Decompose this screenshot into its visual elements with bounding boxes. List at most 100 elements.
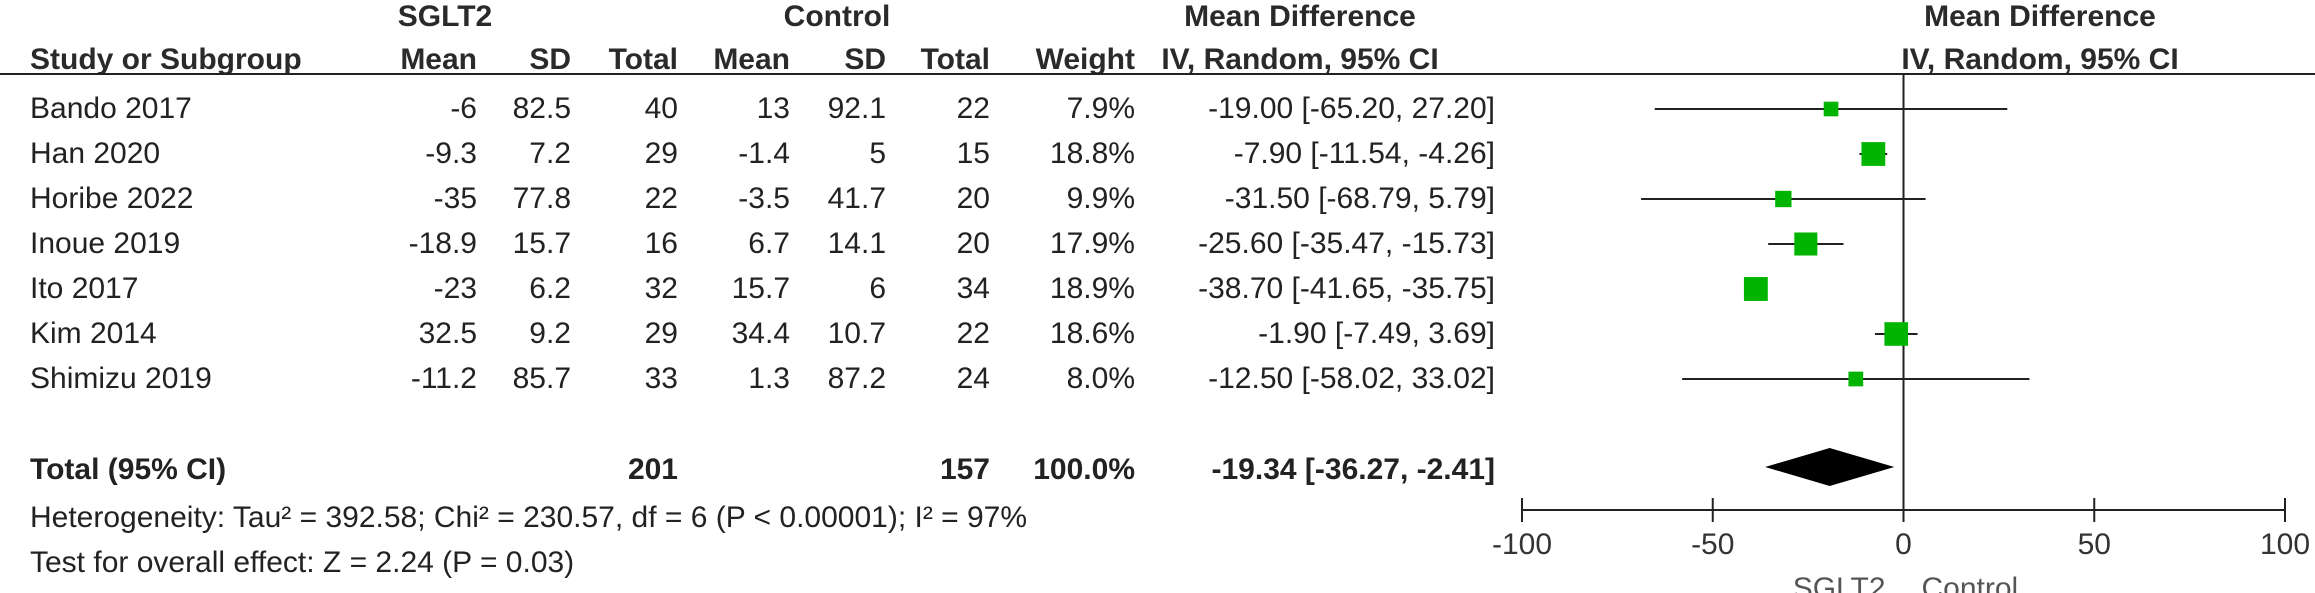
control-mean: -1.4 [738, 137, 790, 170]
sglt2-sd: 77.8 [512, 182, 571, 215]
col-sd-2: SD [844, 43, 886, 76]
study-md-ci: -7.90 [-11.54, -4.26] [1233, 137, 1495, 170]
heterogeneity-text: Heterogeneity: Tau² = 392.58; Chi² = 230… [30, 501, 1028, 534]
control-sd: 10.7 [827, 317, 886, 350]
sglt2-total: 29 [644, 317, 678, 350]
study-weight: 18.9% [1049, 272, 1135, 305]
sglt2-total: 33 [644, 362, 678, 395]
x-tick-label: 0 [1895, 528, 1912, 561]
pooled-diamond [1765, 448, 1895, 486]
col-mean-2: Mean [713, 43, 790, 76]
study-marker [1823, 101, 1839, 117]
sglt2-mean: 32.5 [418, 317, 477, 350]
col-md-ci: IV, Random, 95% CI [1161, 43, 1439, 76]
total-weight: 100.0% [1033, 453, 1135, 486]
favours-left-label: SGLT2 [1793, 572, 1886, 593]
favours-right-label: Control [1922, 572, 2019, 593]
study-marker [1848, 371, 1864, 387]
sglt2-mean: -18.9 [408, 227, 477, 260]
study-marker [1775, 190, 1792, 208]
study-name: Inoue 2019 [30, 227, 181, 260]
study-md-ci: -25.60 [-35.47, -15.73] [1198, 227, 1495, 260]
plot-title: Mean Difference [1924, 0, 2156, 33]
study-md-ci: -19.00 [-65.20, 27.20] [1208, 92, 1495, 125]
control-mean: 1.3 [748, 362, 790, 395]
overall-effect-text: Test for overall effect: Z = 2.24 (P = 0… [30, 546, 575, 579]
study-marker [1884, 322, 1909, 346]
col-mean-1: Mean [400, 43, 477, 76]
control-mean: 34.4 [731, 317, 790, 350]
study-weight: 18.6% [1049, 317, 1135, 350]
control-sd: 41.7 [827, 182, 886, 215]
study-weight: 8.0% [1066, 362, 1135, 395]
study-name: Kim 2014 [30, 317, 157, 350]
sglt2-mean: -35 [433, 182, 477, 215]
x-tick-label: 50 [2078, 528, 2111, 561]
control-mean: 6.7 [748, 227, 790, 260]
study-name: Ito 2017 [30, 272, 139, 305]
sglt2-total: 22 [644, 182, 678, 215]
control-mean: 15.7 [731, 272, 790, 305]
col-total-1: Total [608, 43, 678, 76]
control-total: 22 [956, 92, 990, 125]
x-tick-label: 100 [2260, 528, 2310, 561]
total-md-ci: -19.34 [-36.27, -2.41] [1211, 453, 1496, 486]
col-total-2: Total [920, 43, 990, 76]
sglt2-total: 40 [644, 92, 678, 125]
sglt2-total: 16 [644, 227, 678, 260]
sglt2-total: 32 [644, 272, 678, 305]
control-total: 20 [956, 182, 990, 215]
total-control-n: 157 [939, 453, 990, 486]
sglt2-mean: -9.3 [425, 137, 477, 170]
sglt2-total: 29 [644, 137, 678, 170]
study-name: Horibe 2022 [30, 182, 194, 215]
control-total: 24 [956, 362, 990, 395]
control-mean: -3.5 [738, 182, 790, 215]
total-label: Total (95% CI) [30, 453, 227, 486]
study-marker [1743, 277, 1768, 301]
sglt2-sd: 15.7 [512, 227, 571, 260]
x-tick-label: -50 [1691, 528, 1734, 561]
study-name: Han 2020 [30, 137, 161, 170]
sglt2-sd: 85.7 [512, 362, 571, 395]
study-weight: 7.9% [1066, 92, 1135, 125]
plot-method: IV, Random, 95% CI [1901, 43, 2179, 76]
md-column-header: Mean Difference [1184, 0, 1416, 33]
study-md-ci: -38.70 [-41.65, -35.75] [1198, 272, 1495, 305]
col-weight: Weight [1035, 43, 1135, 76]
sglt2-mean: -6 [450, 92, 477, 125]
study-md-ci: -12.50 [-58.02, 33.02] [1208, 362, 1495, 395]
study-name: Bando 2017 [30, 92, 192, 125]
total-sglt2-n: 201 [627, 453, 678, 486]
study-name: Shimizu 2019 [30, 362, 212, 395]
control-sd: 87.2 [827, 362, 886, 395]
sglt2-sd: 9.2 [529, 317, 571, 350]
study-marker [1794, 232, 1818, 256]
sglt2-sd: 6.2 [529, 272, 571, 305]
sglt2-sd: 82.5 [512, 92, 571, 125]
study-weight: 18.8% [1049, 137, 1135, 170]
control-sd: 6 [869, 272, 886, 305]
control-total: 15 [956, 137, 990, 170]
sglt2-sd: 7.2 [529, 137, 571, 170]
col-sd-1: SD [529, 43, 571, 76]
x-tick-label: -100 [1492, 528, 1552, 561]
control-sd: 92.1 [827, 92, 886, 125]
control-sd: 5 [869, 137, 886, 170]
study-md-ci: -31.50 [-68.79, 5.79] [1224, 182, 1495, 215]
control-mean: 13 [756, 92, 790, 125]
study-weight: 17.9% [1049, 227, 1135, 260]
sglt2-mean: -23 [433, 272, 477, 305]
study-marker [1861, 142, 1886, 166]
col-study: Study or Subgroup [30, 43, 302, 76]
study-md-ci: -1.90 [-7.49, 3.69] [1258, 317, 1495, 350]
study-weight: 9.9% [1066, 182, 1135, 215]
group2-header: Control [783, 0, 891, 33]
control-total: 22 [956, 317, 990, 350]
control-total: 20 [956, 227, 990, 260]
group1-header: SGLT2 [397, 0, 493, 33]
sglt2-mean: -11.2 [410, 362, 477, 395]
control-sd: 14.1 [827, 227, 886, 260]
control-total: 34 [956, 272, 990, 305]
